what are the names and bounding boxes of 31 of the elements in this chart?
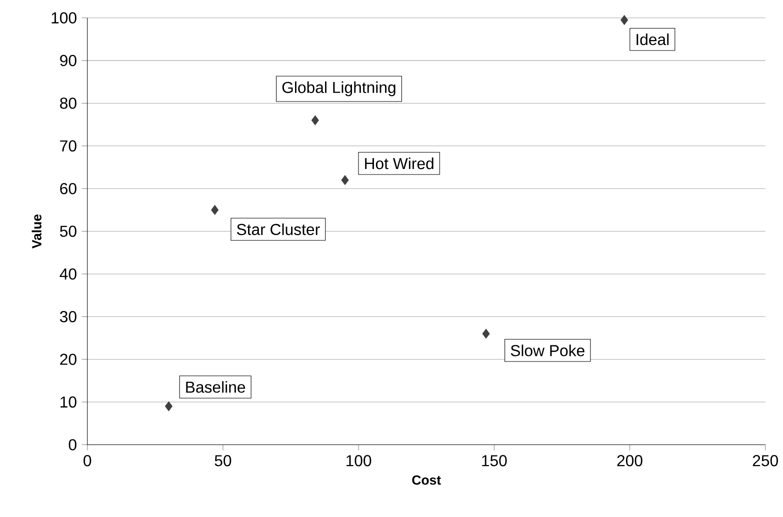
annotation: Star Cluster — [236, 223, 320, 236]
point — [311, 115, 319, 126]
y-tick-label: 90 — [60, 54, 76, 66]
annotation: Hot Wired — [365, 157, 434, 170]
y-tick-label: 30 — [60, 310, 76, 322]
y-tick-label: 10 — [60, 396, 76, 408]
annotation: Ideal — [636, 33, 669, 46]
x-tick-label: 0 — [84, 454, 92, 466]
y-tick-label: 60 — [60, 182, 76, 194]
point — [341, 175, 349, 185]
x-tick-label: 50 — [214, 454, 232, 466]
x-tick-label: 100 — [346, 454, 372, 466]
x-tick-label: 200 — [617, 454, 642, 466]
y-tick-label: 0 — [68, 439, 76, 450]
point — [164, 401, 172, 412]
y-axis-title: Value — [32, 214, 42, 248]
annotation: Baseline — [186, 381, 246, 393]
x-axis-title: Cost — [412, 475, 441, 485]
y-tick-label: 40 — [60, 268, 76, 280]
x-tick-label: 150 — [482, 454, 507, 466]
y-tick-label: 20 — [60, 354, 76, 365]
y-tick-label: 100 — [52, 12, 76, 24]
point — [211, 204, 219, 215]
y-tick-label: 80 — [60, 98, 76, 109]
annotation: Slow Poke — [510, 344, 584, 356]
point — [482, 328, 490, 339]
annotation: Global Lightning — [282, 81, 396, 96]
y-tick-label: 50 — [60, 226, 76, 237]
y-tick-label: 70 — [60, 140, 76, 152]
point — [620, 15, 628, 25]
x-tick-label: 250 — [752, 454, 778, 466]
